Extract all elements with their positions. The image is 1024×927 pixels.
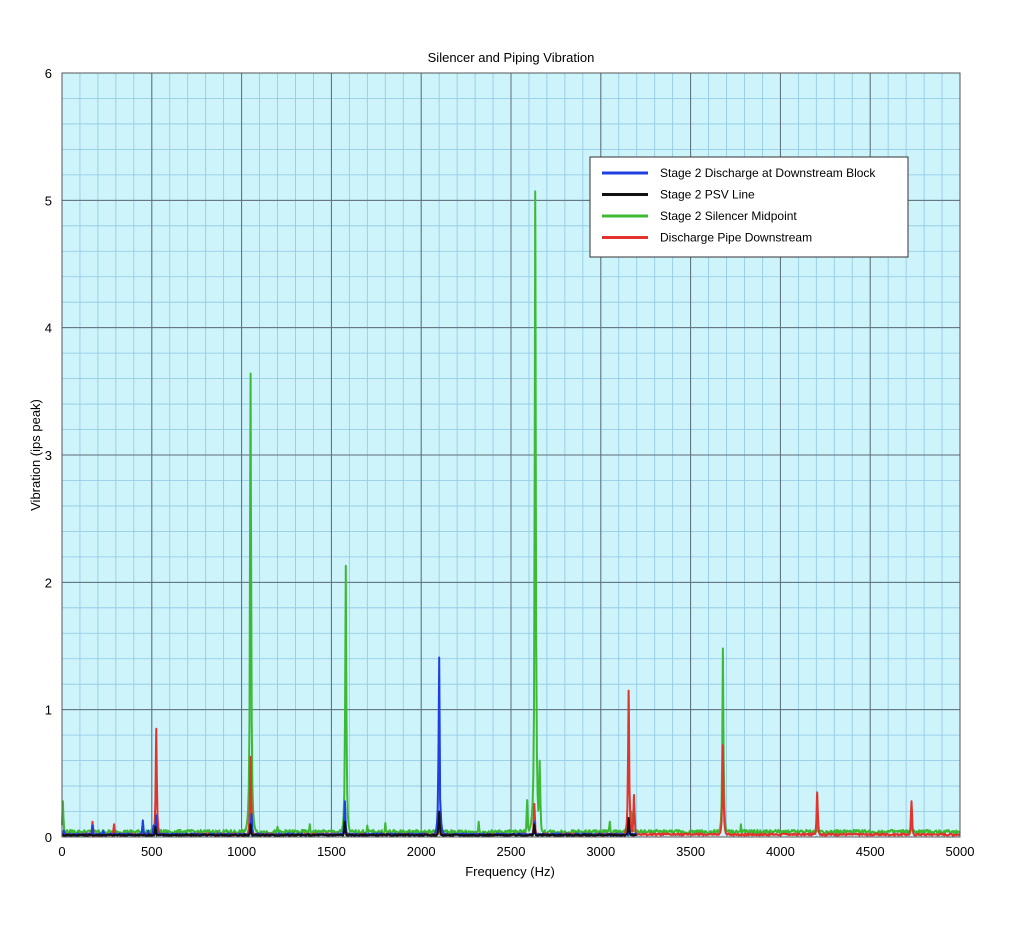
- legend-label: Stage 2 Silencer Midpoint: [660, 209, 797, 223]
- x-tick-label: 5000: [946, 844, 975, 859]
- legend-label: Stage 2 PSV Line: [660, 188, 755, 202]
- x-axis: 0 500 1000 1500 2000 2500 3000 3500 4000 4500 5000: [58, 844, 974, 859]
- x-tick-label: 0: [58, 844, 65, 859]
- series-line-2: [61, 190, 961, 835]
- x-tick-label: 2500: [497, 844, 526, 859]
- x-tick-label: 3500: [676, 844, 705, 859]
- y-axis-title: Vibration (ips peak): [28, 399, 43, 511]
- x-tick-label: 500: [141, 844, 163, 859]
- y-tick-label: 3: [45, 448, 52, 463]
- x-axis-title: Frequency (Hz): [465, 864, 555, 879]
- x-tick-label: 1000: [227, 844, 256, 859]
- series-layer: [61, 190, 961, 837]
- x-tick-label: 4500: [856, 844, 885, 859]
- y-tick-label: 5: [45, 193, 52, 208]
- chart-title: Silencer and Piping Vibration: [428, 50, 595, 65]
- x-tick-label: 2000: [407, 844, 436, 859]
- legend: Stage 2 Discharge at Downstream Block Sta…: [589, 156, 909, 258]
- y-tick-label: 2: [45, 575, 52, 590]
- legend-label: Discharge Pipe Downstream: [660, 231, 812, 245]
- x-tick-label: 3000: [586, 844, 615, 859]
- y-tick-label: 4: [45, 321, 52, 336]
- x-tick-label: 4000: [766, 844, 795, 859]
- series-line-1: [61, 810, 638, 837]
- y-tick-label: 0: [45, 830, 52, 845]
- x-tick-label: 1500: [317, 844, 346, 859]
- plot-frame: [61, 72, 961, 838]
- y-tick-label: 6: [45, 66, 52, 81]
- legend-label: Stage 2 Discharge at Downstream Block: [660, 166, 876, 180]
- y-axis: 0 1 2 3 4 5 6: [45, 66, 52, 845]
- y-tick-label: 1: [45, 703, 52, 718]
